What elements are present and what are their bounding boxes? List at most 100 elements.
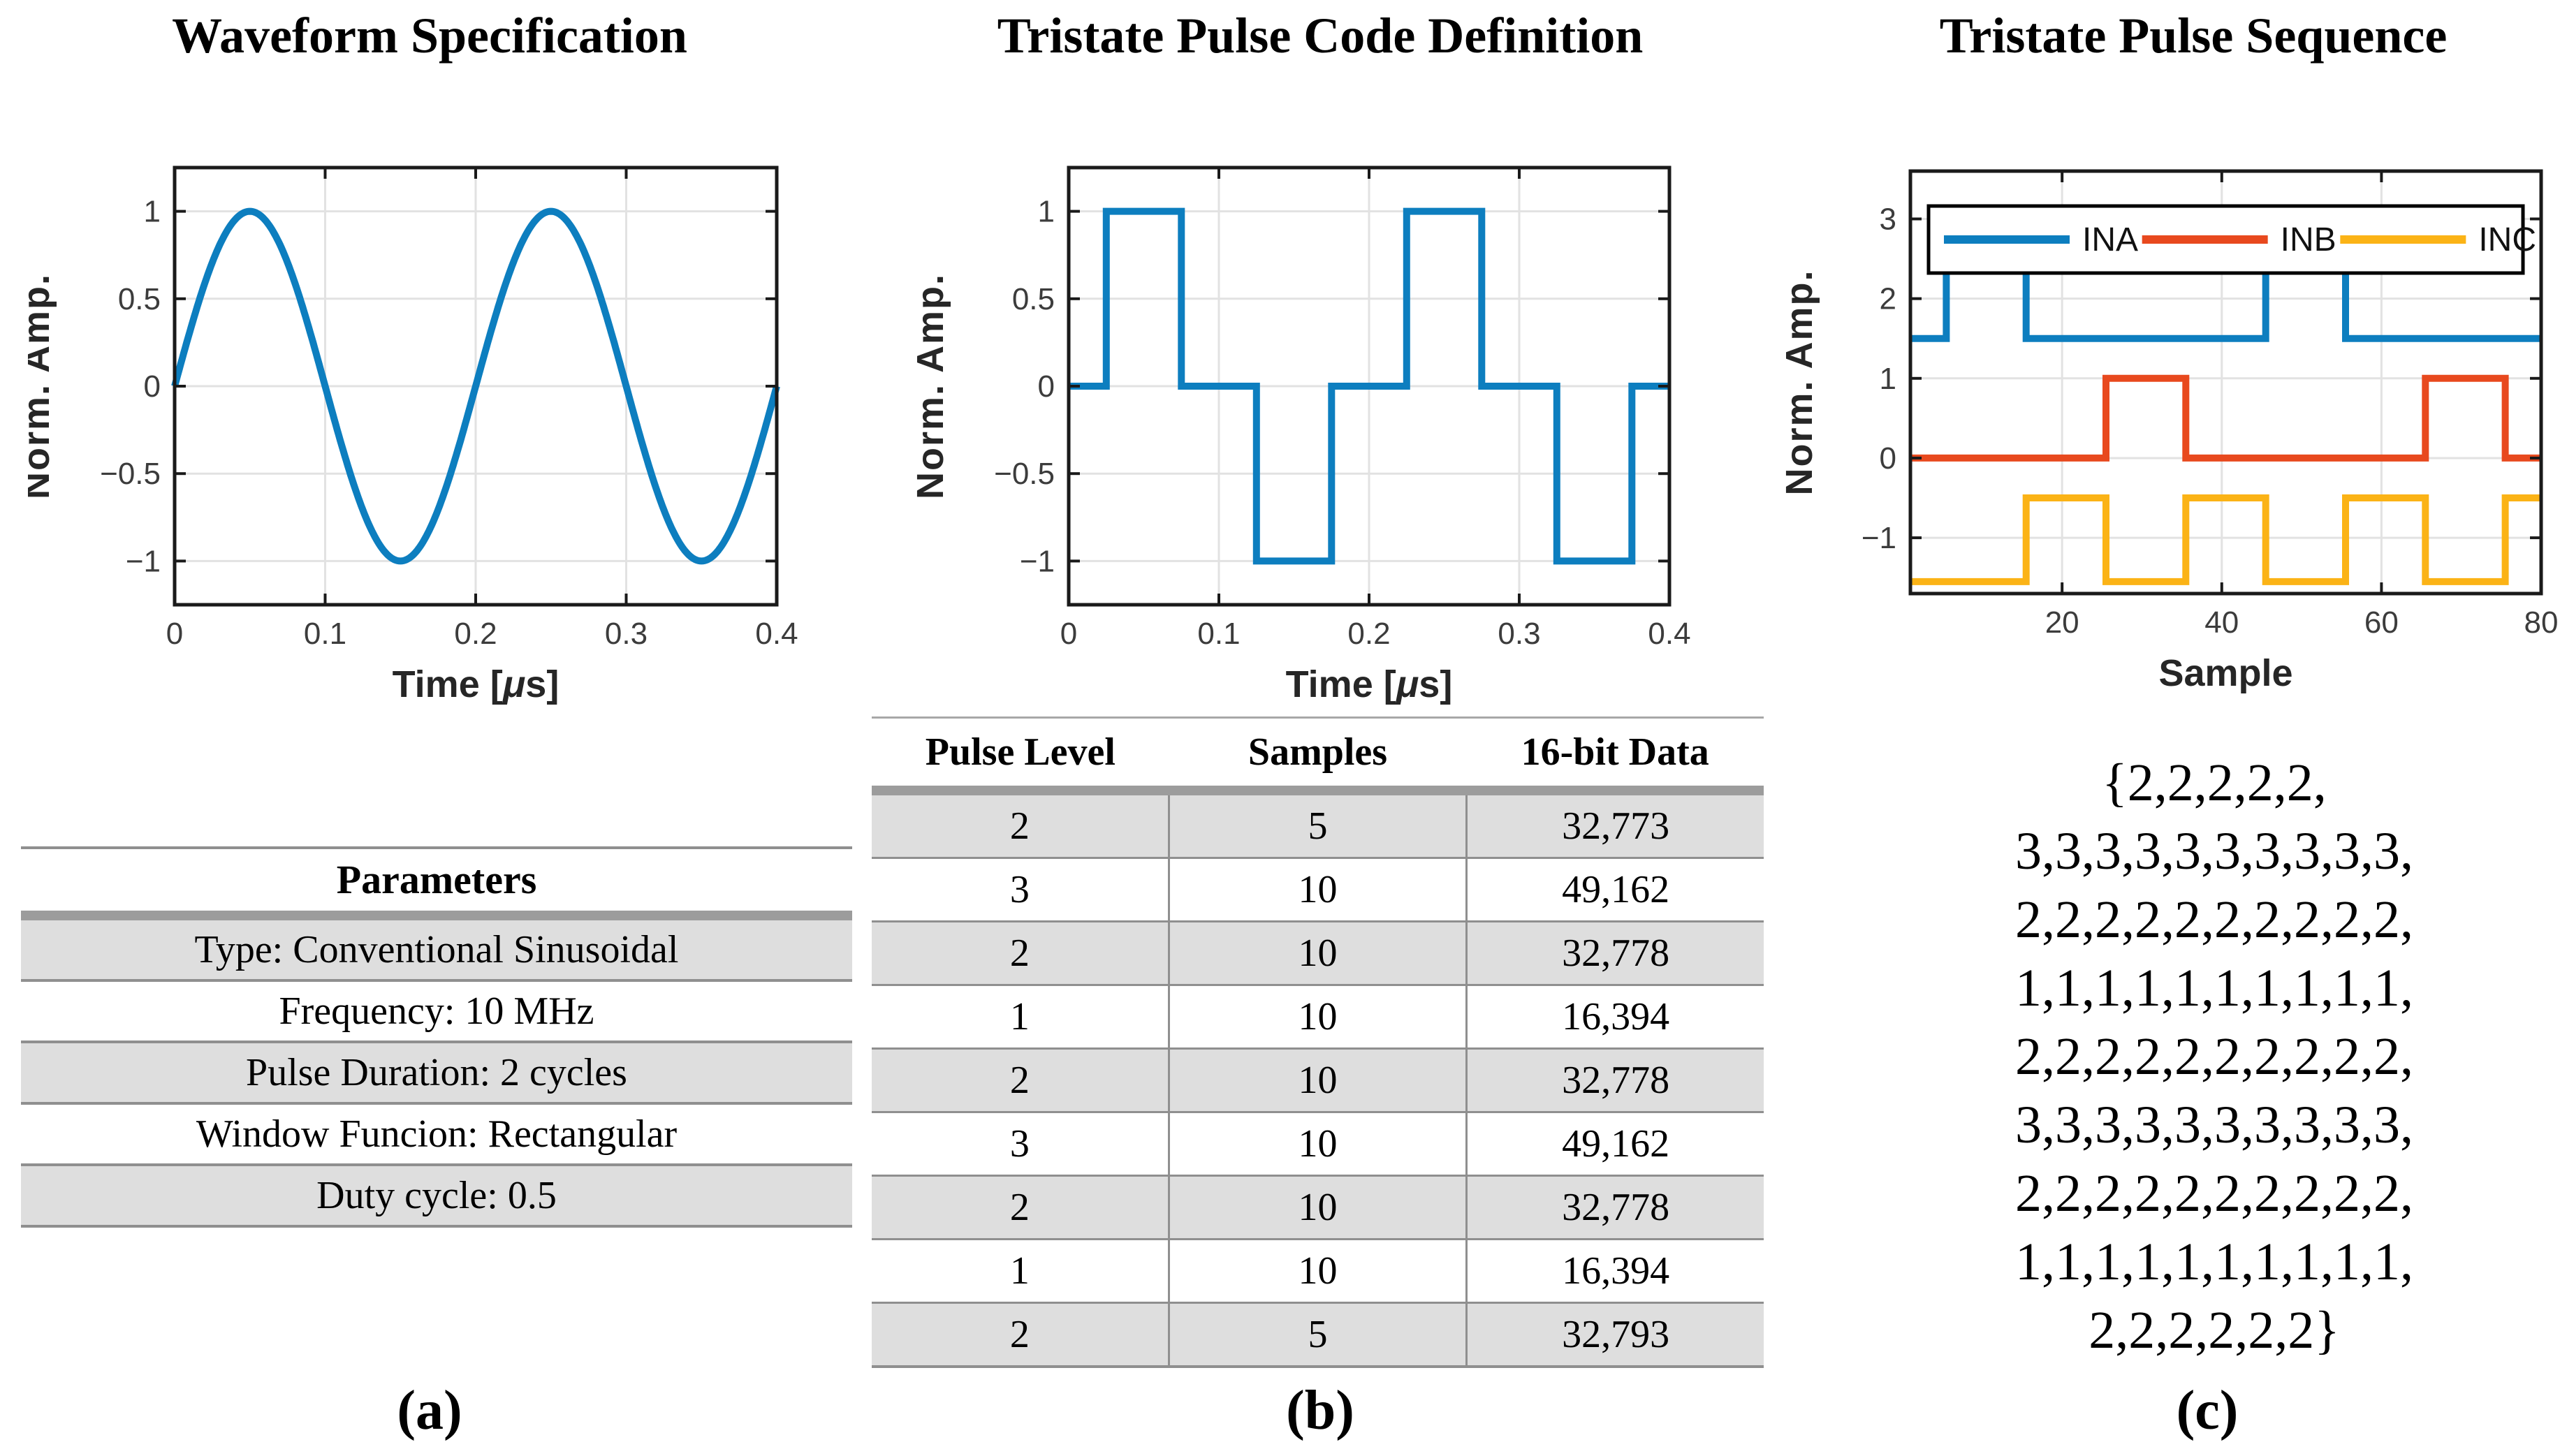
column-header: 16-bit Data bbox=[1521, 730, 1709, 774]
column-header: Pulse Level bbox=[925, 730, 1116, 774]
pulse-code-table-body: 2 5 32,773 3 10 49,162 2 10 32,778 1 10 16,394 2 10 32… bbox=[872, 795, 1764, 1368]
table-cell: 2 bbox=[872, 1050, 1170, 1111]
table-row: 2 5 32,793 bbox=[872, 1302, 1764, 1365]
y-tick-label: −0.5 bbox=[100, 457, 161, 491]
caption-b: (b) bbox=[1286, 1380, 1354, 1441]
y-axis-label: Norm. Amp. bbox=[909, 273, 951, 499]
caption-a: (a) bbox=[397, 1380, 462, 1441]
x-tick-label: 0.1 bbox=[1197, 617, 1240, 651]
table-row: 3 10 49,162 bbox=[872, 857, 1764, 920]
x-tick-label: 0.1 bbox=[304, 617, 346, 651]
table-cell: 5 bbox=[1170, 1304, 1468, 1365]
y-tick-label: 1 bbox=[1038, 195, 1055, 229]
parameters-table-header: Parameters bbox=[336, 857, 537, 902]
sequence-line: 1,1,1,1,1,1,1,1,1,1, bbox=[2015, 959, 2413, 1017]
table-cell: 49,162 bbox=[1562, 1122, 1670, 1165]
parameter-row: Window Funcion: Rectangular bbox=[21, 1102, 852, 1163]
pulse-sequence-plot: INA INB INC 20 40 60 80 3 2 1 0 −1 Sample Norm. Amp. bbox=[1778, 169, 2558, 694]
panel-a-title: Waveform Specification bbox=[172, 8, 687, 64]
legend-label-INC: INC bbox=[2478, 221, 2536, 258]
table-cell: 3 bbox=[872, 859, 1170, 920]
table-cell: 1 bbox=[872, 986, 1170, 1047]
waveform-plot: 0 0.1 0.2 0.3 0.4 1 0.5 0 −0.5 −1 Time [μs] Norm. A… bbox=[28, 166, 798, 705]
pulse-code-plot: 0 0.1 0.2 0.3 0.4 1 0.5 0 −0.5 −1 Time [μs] Norm. A… bbox=[909, 166, 1691, 705]
sequence-line: {2,2,2,2,2, bbox=[2102, 753, 2327, 812]
table-cell: 10 bbox=[1170, 859, 1468, 920]
y-tick-label: −1 bbox=[1020, 544, 1055, 578]
x-tick-label: 0 bbox=[1060, 617, 1077, 651]
table-row: 2 10 32,778 bbox=[872, 1047, 1764, 1111]
parameter-row: Type: Conventional Sinusoidal bbox=[21, 920, 852, 979]
y-tick-label: 1 bbox=[144, 195, 161, 229]
y-tick-label: 0.5 bbox=[118, 282, 161, 316]
table-header-rule bbox=[21, 911, 852, 920]
x-tick-label: 0.2 bbox=[454, 617, 497, 651]
parameters-table: Parameters Type: Conventional Sinusoidal… bbox=[21, 846, 852, 1228]
legend-label-INB: INB bbox=[2281, 221, 2336, 258]
x-tick-label: 20 bbox=[2045, 605, 2079, 640]
table-cell: 32,778 bbox=[1562, 1186, 1670, 1229]
axes-box bbox=[1908, 169, 2543, 596]
y-tick-label: −1 bbox=[126, 544, 161, 578]
table-row: 2 10 32,778 bbox=[872, 920, 1764, 984]
table-cell: 10 bbox=[1170, 1050, 1468, 1111]
y-tick-label: 1 bbox=[1880, 362, 1896, 396]
y-tick-label: 3 bbox=[1880, 202, 1896, 236]
table-row: 2 10 32,778 bbox=[872, 1175, 1764, 1238]
column-header: Samples bbox=[1248, 730, 1388, 774]
table-cell: 10 bbox=[1170, 986, 1468, 1047]
x-axis-label: Time [μs] bbox=[1286, 663, 1453, 705]
table-cell: 1 bbox=[872, 1240, 1170, 1302]
table-cell: 10 bbox=[1170, 1240, 1468, 1302]
pulse-code-table: Pulse Level Samples 16-bit Data 2 5 32,773 3 1… bbox=[872, 716, 1764, 1368]
caption-c: (c) bbox=[2176, 1380, 2239, 1441]
table-row: 3 10 49,162 bbox=[872, 1111, 1764, 1175]
sequence-line: 2,2,2,2,2,2,2,2,2,2, bbox=[2015, 890, 2413, 949]
x-tick-label: 0.2 bbox=[1347, 617, 1390, 651]
table-cell: 10 bbox=[1170, 922, 1468, 984]
pulse-sequence-values: {2,2,2,2,2, 3,3,3,3,3,3,3,3,3,3, 2,2,2,2,2… bbox=[1879, 749, 2550, 1365]
y-tick-label: 0 bbox=[1880, 441, 1896, 476]
x-axis-label: Sample bbox=[2158, 652, 2292, 694]
x-tick-label: 0.3 bbox=[605, 617, 648, 651]
table-cell: 10 bbox=[1170, 1113, 1468, 1175]
table-header-rule bbox=[872, 786, 1764, 795]
legend-label-INA: INA bbox=[2082, 221, 2138, 258]
table-row: 1 10 16,394 bbox=[872, 1238, 1764, 1302]
table-cell: 5 bbox=[1170, 795, 1468, 857]
y-axis-label: Norm. Amp. bbox=[28, 273, 57, 499]
series-tristate_code bbox=[1069, 207, 1669, 565]
table-cell: 2 bbox=[872, 795, 1170, 857]
series-INC bbox=[1910, 494, 2541, 585]
table-cell: 49,162 bbox=[1562, 868, 1670, 911]
pulse-code-table-header-row: Pulse Level Samples 16-bit Data bbox=[872, 719, 1764, 786]
table-cell: 32,773 bbox=[1562, 804, 1670, 848]
parameter-row: Duty cycle: 0.5 bbox=[21, 1163, 852, 1225]
table-top-rule bbox=[21, 846, 852, 849]
y-axis-label: Norm. Amp. bbox=[1778, 269, 1820, 495]
sequence-line: 2,2,2,2,2,2,2,2,2,2, bbox=[2015, 1027, 2413, 1086]
table-cell: 16,394 bbox=[1562, 1249, 1670, 1293]
table-cell: 16,394 bbox=[1562, 995, 1670, 1038]
y-tick-label: 0 bbox=[1038, 369, 1055, 404]
x-tick-label: 0.4 bbox=[755, 617, 798, 651]
parameter-row: Pulse Duration: 2 cycles bbox=[21, 1040, 852, 1102]
table-cell: 2 bbox=[872, 1304, 1170, 1365]
x-tick-label: 40 bbox=[2204, 605, 2239, 640]
table-cell: 32,778 bbox=[1562, 1059, 1670, 1102]
table-cell: 10 bbox=[1170, 1177, 1468, 1238]
sequence-line: 1,1,1,1,1,1,1,1,1,1, bbox=[2015, 1233, 2413, 1291]
y-tick-label: −0.5 bbox=[994, 457, 1055, 491]
sequence-line: 3,3,3,3,3,3,3,3,3,3, bbox=[2015, 822, 2413, 881]
sequence-line: 2,2,2,2,2,2,2,2,2,2, bbox=[2015, 1164, 2413, 1223]
x-axis-label: Time [μs] bbox=[393, 663, 559, 705]
y-tick-label: 0.5 bbox=[1012, 282, 1055, 316]
y-tick-label: 2 bbox=[1880, 282, 1896, 316]
series-sinusoid bbox=[171, 207, 780, 565]
x-tick-label: 0 bbox=[166, 617, 183, 651]
table-cell: 32,793 bbox=[1562, 1313, 1670, 1356]
table-row: 2 5 32,773 bbox=[872, 795, 1764, 857]
y-tick-label: 0 bbox=[144, 369, 161, 404]
panel-c-title: Tristate Pulse Sequence bbox=[1939, 8, 2448, 64]
